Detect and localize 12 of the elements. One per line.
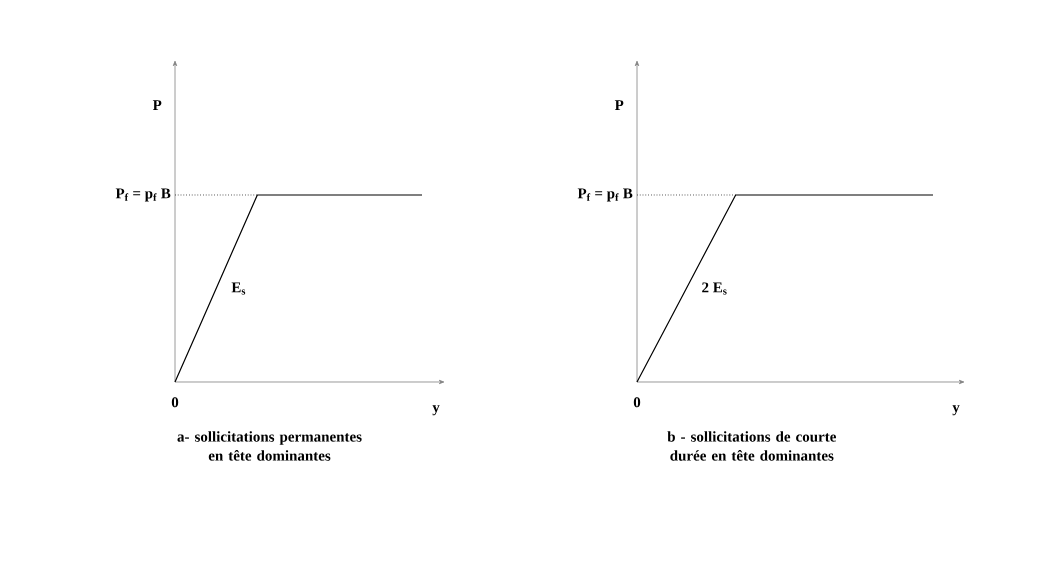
y-axis-title: P (614, 100, 624, 110)
y-axis-title: P (152, 100, 162, 110)
annotation: 2 E$_{s}$ (702, 282, 727, 295)
text: 0 (171, 397, 179, 408)
ref-line-label: P$_{f}$ = p$_{f}$ B (577, 188, 633, 202)
text: 0 (633, 397, 641, 408)
x-axis-title: y (952, 405, 960, 416)
text: b - sollicitations de courte durée en tête dominantes (667, 431, 836, 461)
x-axis-title: y (432, 405, 440, 416)
ref-line-label: P$_{f}$ = p$_{f}$ B (115, 188, 171, 202)
text: a- sollicitations permanentes en tête dominantes (177, 431, 362, 461)
annotation: E$_{s}$ (231, 282, 246, 295)
